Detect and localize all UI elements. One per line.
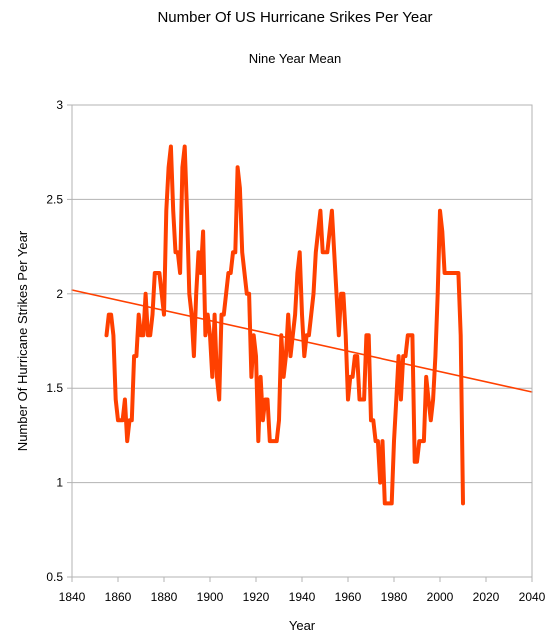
x-tick-label: 2020 — [473, 590, 500, 604]
x-tick-label: 1960 — [335, 590, 362, 604]
x-tick-label: 1940 — [289, 590, 316, 604]
y-tick-label: 2.5 — [46, 192, 63, 206]
y-axis-title: Number Of Hurricane Strikes Per Year — [15, 230, 30, 451]
x-axis-title: Year — [289, 618, 316, 633]
y-tick-label: 1 — [56, 476, 63, 490]
y-tick-label: 3 — [56, 98, 63, 112]
x-tick-label: 1860 — [105, 590, 132, 604]
x-tick-label: 1880 — [151, 590, 178, 604]
x-tick-label: 2000 — [427, 590, 454, 604]
trendline — [71, 289, 533, 393]
chart-title: Number Of US Hurricane Srikes Per Year — [157, 9, 432, 26]
x-tick-label: 1840 — [59, 590, 86, 604]
series-lines — [71, 144, 533, 506]
y-tick-label: 0.5 — [46, 570, 63, 584]
chart-subtitle: Nine Year Mean — [249, 51, 342, 66]
x-tick-label: 2040 — [519, 590, 546, 604]
tick-labels: 0.5 1 1.5 2 2.5 3 1840 1860 1880 1900 1920 1940 1960… — [46, 98, 545, 604]
x-tick-label: 1900 — [197, 590, 224, 604]
data-series-line — [104, 144, 465, 506]
x-tick-label: 1980 — [381, 590, 408, 604]
plot-area-frame — [71, 104, 533, 578]
y-tick-label: 2 — [56, 287, 63, 301]
y-tick-label: 1.5 — [46, 381, 63, 395]
x-tick-label: 1920 — [243, 590, 270, 604]
